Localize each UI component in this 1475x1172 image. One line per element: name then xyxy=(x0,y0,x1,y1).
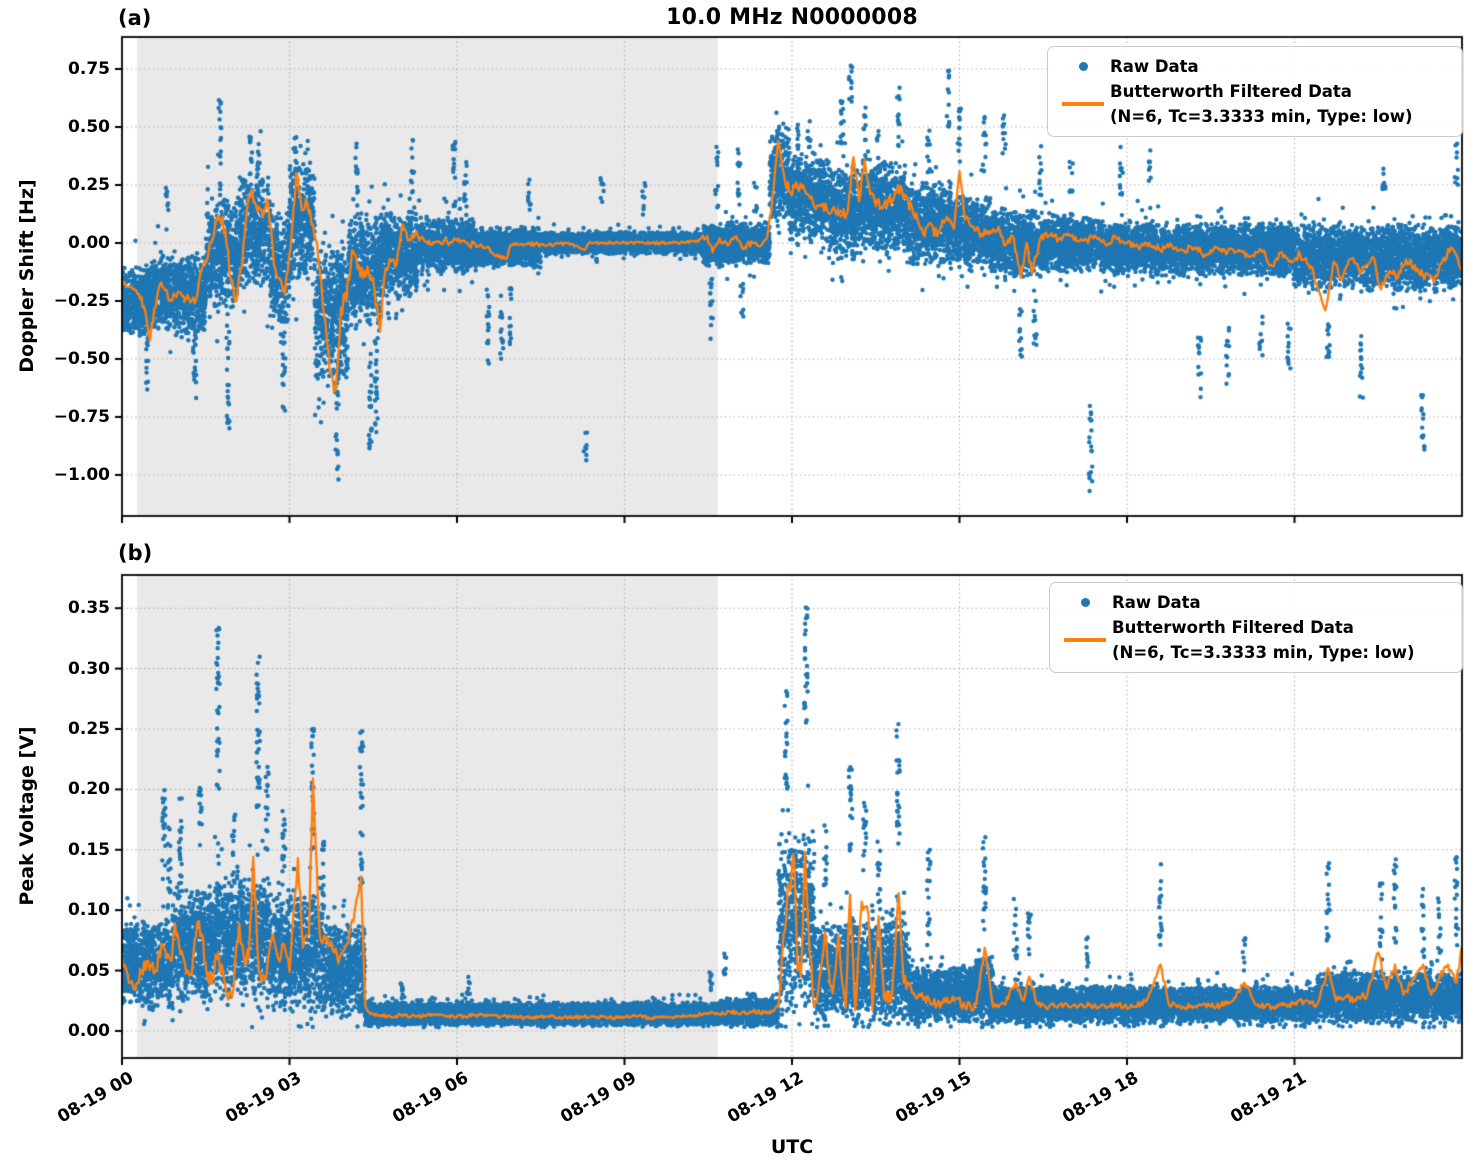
legend-filtered-label-line1: Butterworth Filtered Data xyxy=(1110,82,1352,101)
y-tick-label: 0.20 xyxy=(68,779,110,800)
y-tick-label: −1.00 xyxy=(53,464,110,485)
x-axis-label: UTC xyxy=(770,1136,814,1158)
y-tick-label: 0.30 xyxy=(68,658,110,679)
filtered-line-marker-icon xyxy=(1056,102,1110,106)
y-tick-label: 0.35 xyxy=(68,598,110,619)
y-tick-label: 0.25 xyxy=(68,174,110,195)
y-axis-label-a: Doppler Shift [Hz] xyxy=(16,179,38,373)
legend-entry-filtered: Butterworth Filtered Data (N=6, Tc=3.333… xyxy=(1058,615,1448,665)
filtered-line-marker-icon xyxy=(1058,638,1112,642)
legend-entry-raw: Raw Data xyxy=(1058,590,1448,615)
legend-raw-label: Raw Data xyxy=(1112,593,1201,612)
legend-panel-a: Raw Data Butterworth Filtered Data (N=6,… xyxy=(1047,46,1463,137)
panel-label-b: (b) xyxy=(118,541,153,565)
y-tick-label: 0.10 xyxy=(68,900,110,921)
legend-entry-raw: Raw Data xyxy=(1056,54,1448,79)
legend-entry-filtered: Butterworth Filtered Data (N=6, Tc=3.333… xyxy=(1056,79,1448,129)
y-tick-label: 0.00 xyxy=(68,232,110,253)
raw-data-marker-icon xyxy=(1058,598,1112,607)
y-tick-label: 0.05 xyxy=(68,960,110,981)
y-tick-label: 0.15 xyxy=(68,839,110,860)
legend-filtered-label-line2: (N=6, Tc=3.3333 min, Type: low) xyxy=(1112,643,1415,662)
y-tick-label: −0.75 xyxy=(53,406,110,427)
panel-label-a: (a) xyxy=(118,6,152,30)
raw-data-marker-icon xyxy=(1056,62,1110,71)
legend-panel-b: Raw Data Butterworth Filtered Data (N=6,… xyxy=(1049,582,1463,673)
y-tick-label: 0.75 xyxy=(68,59,110,79)
figure-title: 10.0 MHz N0000008 xyxy=(666,5,918,30)
legend-filtered-label-line2: (N=6, Tc=3.3333 min, Type: low) xyxy=(1110,107,1413,126)
legend-filtered-label: Butterworth Filtered Data (N=6, Tc=3.333… xyxy=(1110,79,1413,129)
y-tick-label: 0.00 xyxy=(68,1020,110,1041)
y-axis-label-b: Peak Voltage [V] xyxy=(16,726,38,906)
y-tick-label: −0.50 xyxy=(53,348,110,369)
legend-filtered-label-line1: Butterworth Filtered Data xyxy=(1112,618,1354,637)
legend-raw-label: Raw Data xyxy=(1110,57,1199,76)
y-tick-label: 0.25 xyxy=(68,718,110,739)
legend-filtered-label: Butterworth Filtered Data (N=6, Tc=3.333… xyxy=(1112,615,1415,665)
y-tick-label: 0.50 xyxy=(68,117,110,137)
y-tick-label: −0.25 xyxy=(53,290,110,311)
